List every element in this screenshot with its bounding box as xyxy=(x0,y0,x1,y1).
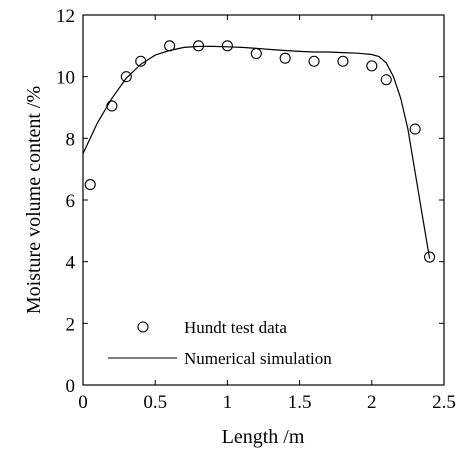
y-tick-label: 4 xyxy=(66,253,76,274)
legend-marker-hundt xyxy=(137,321,149,333)
x-tick-label: 2.5 xyxy=(432,392,456,413)
data-point xyxy=(337,55,349,67)
y-tick-label: 8 xyxy=(66,129,76,150)
data-point xyxy=(308,55,320,67)
data-point xyxy=(106,100,118,112)
data-point xyxy=(135,55,147,67)
x-tick-label: 0.5 xyxy=(143,392,167,413)
y-tick-label: 10 xyxy=(56,68,75,89)
data-point xyxy=(250,47,262,60)
legend-label-hundt: Hundt test data xyxy=(184,318,287,337)
data-point xyxy=(120,71,132,83)
legend: Hundt test data Numerical simulation xyxy=(108,318,332,368)
x-tick-label: 1.5 xyxy=(288,392,312,413)
data-point xyxy=(192,40,205,52)
y-tick-label: 6 xyxy=(66,191,76,212)
axis-tick-labels: 0 0.5 1 1.5 2 2.5 0 2 4 6 8 10 12 xyxy=(56,6,456,413)
data-point xyxy=(380,74,392,86)
axis-ticks xyxy=(82,14,445,386)
legend-label-simulation: Numerical simulation xyxy=(184,349,332,368)
y-axis-label: Moisture volume content /% xyxy=(23,86,45,314)
y-tick-label: 2 xyxy=(66,314,76,335)
simulation-line xyxy=(82,45,431,259)
data-point xyxy=(366,60,378,72)
y-tick-label: 12 xyxy=(56,6,75,27)
data-point xyxy=(409,123,421,135)
data-point xyxy=(279,52,291,64)
series-layer xyxy=(82,40,436,263)
x-tick-label: 2 xyxy=(367,392,377,413)
data-point xyxy=(221,40,233,52)
x-axis-label: Length /m xyxy=(222,426,305,448)
data-point xyxy=(164,40,176,52)
x-tick-label: 0 xyxy=(78,392,88,413)
data-point xyxy=(84,179,96,191)
data-point xyxy=(424,251,436,263)
y-tick-label: 0 xyxy=(66,376,76,397)
x-tick-label: 1 xyxy=(223,392,233,413)
